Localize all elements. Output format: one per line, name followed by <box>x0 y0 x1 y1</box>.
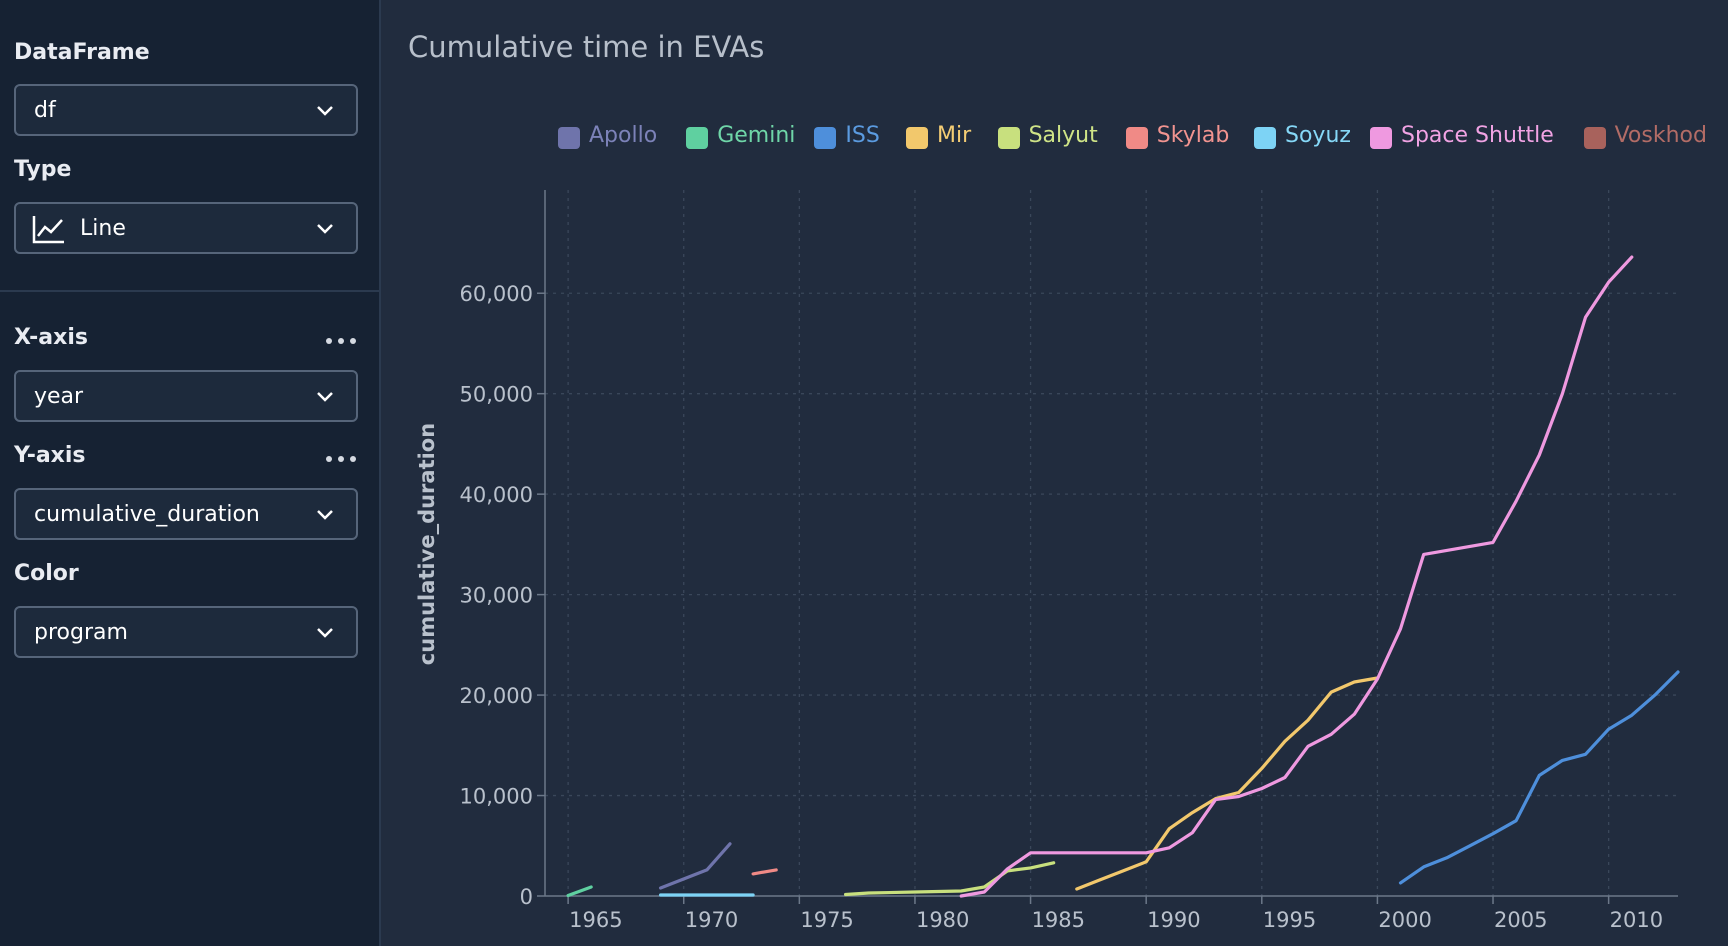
y-axis-select-value: cumulative_duration <box>34 502 260 527</box>
legend-swatch <box>814 127 837 149</box>
y-tick-label: 0 <box>520 885 533 909</box>
legend-label: Voskhod <box>1614 123 1707 148</box>
x-tick-label: 1965 <box>569 908 622 932</box>
chevron-down-icon <box>317 510 333 520</box>
x-tick-label: 1995 <box>1263 908 1316 932</box>
chart-legend: Apollo Gemini ISS Mir Salyut Skylab Soyuz Space… <box>0 120 1728 156</box>
x-tick-label: 1985 <box>1032 908 1085 932</box>
x-tick-label: 2010 <box>1610 908 1663 932</box>
x-axis-select-value: year <box>34 384 84 409</box>
type-label: Type <box>14 157 72 182</box>
series-line-iss <box>1398 670 1680 885</box>
chevron-down-icon <box>317 224 333 234</box>
series-line-apollo <box>658 842 732 890</box>
series-line-gemini <box>566 885 593 898</box>
series-line-mir <box>1075 676 1380 891</box>
legend-swatch <box>1254 127 1276 149</box>
legend-swatch <box>906 127 928 149</box>
sidebar: DataFrame df Type Line X-axis year Y-axi… <box>0 0 381 946</box>
x-tick-label: 1970 <box>685 908 738 932</box>
type-select-value: Line <box>80 216 126 241</box>
legend-label: Space Shuttle <box>1401 123 1554 148</box>
x-axis-select[interactable]: year <box>14 370 358 422</box>
series-line-skylab <box>751 868 778 876</box>
x-tick-label: 2000 <box>1378 908 1431 932</box>
line-chart-icon <box>32 216 64 244</box>
color-select-value: program <box>34 620 128 645</box>
y-axis-more-icon[interactable] <box>325 455 357 463</box>
y-axis-label: Y-axis <box>14 443 86 468</box>
legend-swatch <box>1370 127 1392 149</box>
x-axis-label: X-axis <box>14 325 88 350</box>
y-tick-label: 20,000 <box>460 684 533 708</box>
y-tick-label: 10,000 <box>460 785 533 809</box>
legend-label: Mir <box>937 123 972 148</box>
legend-label: Gemini <box>717 123 796 148</box>
legend-swatch <box>1583 127 1606 149</box>
dataframe-label: DataFrame <box>14 40 150 65</box>
chevron-down-icon <box>317 628 333 638</box>
legend-label: Soyuz <box>1285 123 1351 148</box>
chart-title: Cumulative time in EVAs <box>408 30 765 64</box>
y-tick-label: 40,000 <box>460 483 533 507</box>
y-axis-select[interactable]: cumulative_duration <box>14 488 358 540</box>
x-axis-more-icon[interactable] <box>325 337 357 345</box>
legend-label: Apollo <box>589 123 658 148</box>
x-tick-label: 1975 <box>800 908 853 932</box>
chevron-down-icon <box>317 392 333 402</box>
chevron-down-icon <box>317 106 333 116</box>
type-select[interactable]: Line <box>14 202 358 254</box>
color-label: Color <box>14 561 79 586</box>
legend-label: Salyut <box>1028 123 1098 148</box>
legend-swatch <box>1125 127 1148 149</box>
y-tick-label: 30,000 <box>460 584 533 608</box>
y-tick-label: 50,000 <box>460 383 533 407</box>
legend-label: ISS <box>845 123 880 148</box>
color-select[interactable]: program <box>14 606 358 658</box>
x-tick-label: 2005 <box>1494 908 1547 932</box>
chart-panel <box>381 0 1728 946</box>
legend-swatch <box>997 127 1020 149</box>
dataframe-select[interactable]: df <box>14 84 358 136</box>
sidebar-divider <box>0 290 379 292</box>
legend-swatch <box>686 127 709 149</box>
x-tick-label: 1980 <box>916 908 969 932</box>
x-tick-label: 1990 <box>1147 908 1200 932</box>
y-axis-title: cumulative_duration <box>415 423 439 665</box>
dataframe-select-value: df <box>34 98 56 123</box>
legend-label: Skylab <box>1156 123 1230 148</box>
y-tick-label: 60,000 <box>460 282 533 306</box>
series-line-salyut <box>843 861 1056 897</box>
legend-swatch <box>558 127 580 149</box>
series-line-space-shuttle <box>959 255 1634 898</box>
